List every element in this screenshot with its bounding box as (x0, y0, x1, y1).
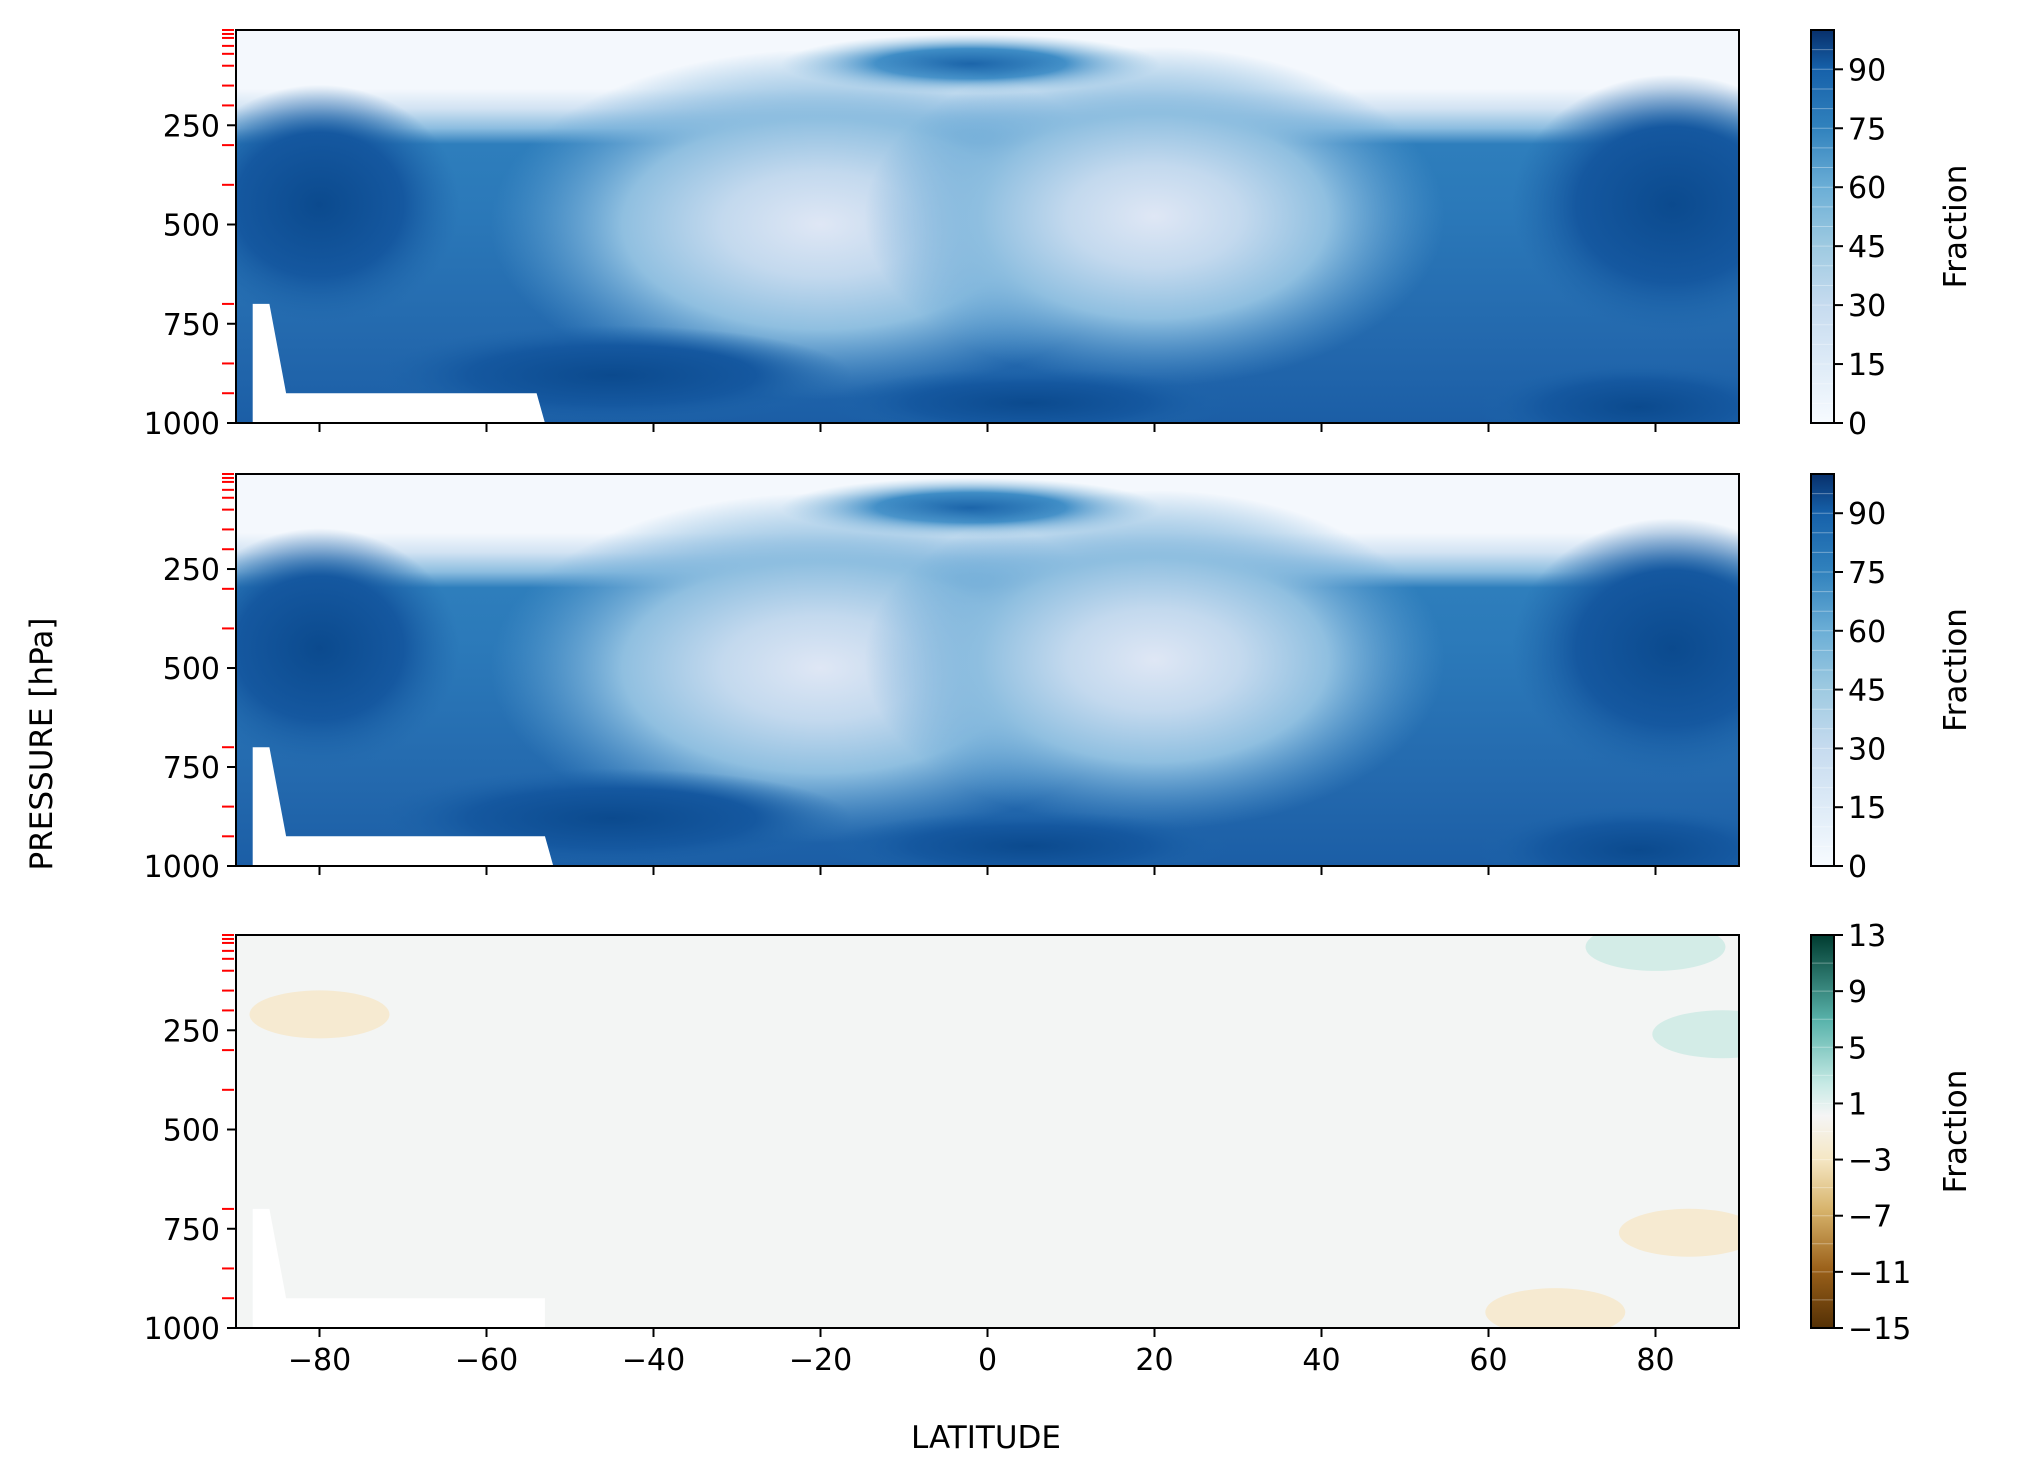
panel-bottom: −80 −60 −40 −20 0 20 40 60 80 250 500 750 1000 13 9 5 1 −… (144, 919, 1974, 1378)
colorbar-tick-label: 1 (1848, 1087, 1867, 1122)
anomaly-region-1 (1585, 935, 1726, 971)
colorbar-tick-label: 90 (1848, 497, 1886, 532)
anomaly-region-0 (249, 990, 390, 1039)
anomaly-region-3 (1618, 1208, 1739, 1257)
colorbar-frame (1810, 934, 1835, 1329)
colorbar-tick-label: −15 (1848, 1312, 1911, 1347)
y-tick-label: 1000 (144, 850, 220, 885)
missing-data-region (252, 303, 545, 423)
colorbar-label: Fraction (1938, 608, 1974, 732)
colorbar-tick-label: 0 (1848, 850, 1867, 885)
x-tick-label: −20 (789, 1343, 852, 1378)
colorbar-tick-label: 15 (1848, 348, 1886, 383)
colorbar-tick-label: 90 (1848, 53, 1886, 88)
colorbar-tick-label: 75 (1848, 556, 1886, 591)
y-axis-title: PRESSURE [hPa] (24, 618, 60, 871)
northern-maximum (1512, 518, 1739, 779)
x-tick-label: 60 (1469, 1343, 1507, 1378)
y-tick-label: 250 (163, 1014, 220, 1049)
colorbar-tick-label: −7 (1848, 1200, 1892, 1235)
colorbar-tick-label: 45 (1848, 230, 1886, 265)
field-background (236, 935, 1739, 1328)
arctic-low-cloud (1478, 805, 1739, 866)
colorbar-tick-label: 75 (1848, 112, 1886, 147)
x-axis-title: LATITUDE (911, 1420, 1061, 1456)
colorbar-tick-label: 60 (1848, 615, 1886, 650)
colorbar-frame (1810, 473, 1835, 867)
missing-data-region (252, 747, 554, 866)
anomaly-region-2 (1652, 1010, 1739, 1059)
colorbar-gradient (1811, 30, 1834, 423)
heatmap-field (236, 474, 1739, 866)
colorbar-frame (1810, 29, 1835, 424)
colorbar-gradient (1811, 935, 1834, 1328)
y-tick-label: 750 (163, 1213, 220, 1248)
colorbar-tick-label: 30 (1848, 732, 1886, 767)
heatmap-field (236, 30, 1739, 423)
colorbar-tick-label: −11 (1848, 1256, 1911, 1291)
colorbar-tick-label: 0 (1848, 407, 1867, 442)
colorbar: 13 9 5 1 −3 −7 −11 −15 Fraction (1810, 919, 1974, 1347)
colorbar-tick-label: 30 (1848, 289, 1886, 324)
colorbar-tick-label: 45 (1848, 674, 1886, 709)
x-tick-label: 40 (1302, 1343, 1340, 1378)
y-tick-label: 500 (163, 652, 220, 687)
y-tick-label: 750 (163, 751, 220, 786)
x-tick-label: 0 (978, 1343, 997, 1378)
y-tick-label: 500 (163, 209, 220, 244)
colorbar-label: Fraction (1938, 165, 1974, 289)
southern-maximum (236, 84, 460, 325)
northern-maximum (1512, 74, 1739, 335)
colorbar-gradient (1811, 474, 1834, 866)
y-tick-label: 750 (163, 308, 220, 343)
arctic-low-cloud (1478, 362, 1739, 423)
colorbar: 0 15 30 45 60 75 90 Fraction (1810, 29, 1974, 442)
colorbar-tick-label: 9 (1848, 975, 1867, 1010)
x-tick-label: −60 (455, 1343, 518, 1378)
colorbar-tick-label: 60 (1848, 171, 1886, 206)
y-tick-label: 250 (163, 553, 220, 588)
y-tick-label: 250 (163, 109, 220, 144)
colorbar-tick-label: 13 (1848, 919, 1886, 954)
southern-maximum (236, 528, 460, 769)
y-tick-label: 500 (163, 1114, 220, 1149)
x-tick-label: 80 (1636, 1343, 1674, 1378)
colorbar: 0 15 30 45 60 75 90 Fraction (1810, 473, 1974, 885)
missing-data-region (252, 1208, 545, 1328)
anomaly-region-4 (1485, 1288, 1626, 1328)
colorbar-tick-label: 15 (1848, 791, 1886, 826)
x-tick-label: 20 (1135, 1343, 1173, 1378)
tropical-low-cloud (829, 368, 1230, 423)
subtropical-minimum-north (864, 46, 1445, 387)
heatmap-field (236, 935, 1739, 1328)
colorbar-tick-label: −3 (1848, 1144, 1892, 1179)
x-tick-label: −40 (622, 1343, 685, 1378)
x-tick-label: −80 (288, 1343, 351, 1378)
colorbar-label: Fraction (1938, 1070, 1974, 1194)
subtropical-minimum-north (864, 490, 1445, 831)
tropical-low-cloud (829, 811, 1230, 866)
panel-top: 250 500 750 1000 0 15 30 45 60 75 90 Fraction (144, 29, 1974, 442)
y-tick-label: 1000 (144, 1312, 220, 1347)
colorbar-tick-label: 5 (1848, 1031, 1867, 1066)
y-tick-label: 1000 (144, 407, 220, 442)
panel-middle: 250 500 750 1000 0 15 30 45 60 75 90 Fraction (144, 473, 1974, 885)
